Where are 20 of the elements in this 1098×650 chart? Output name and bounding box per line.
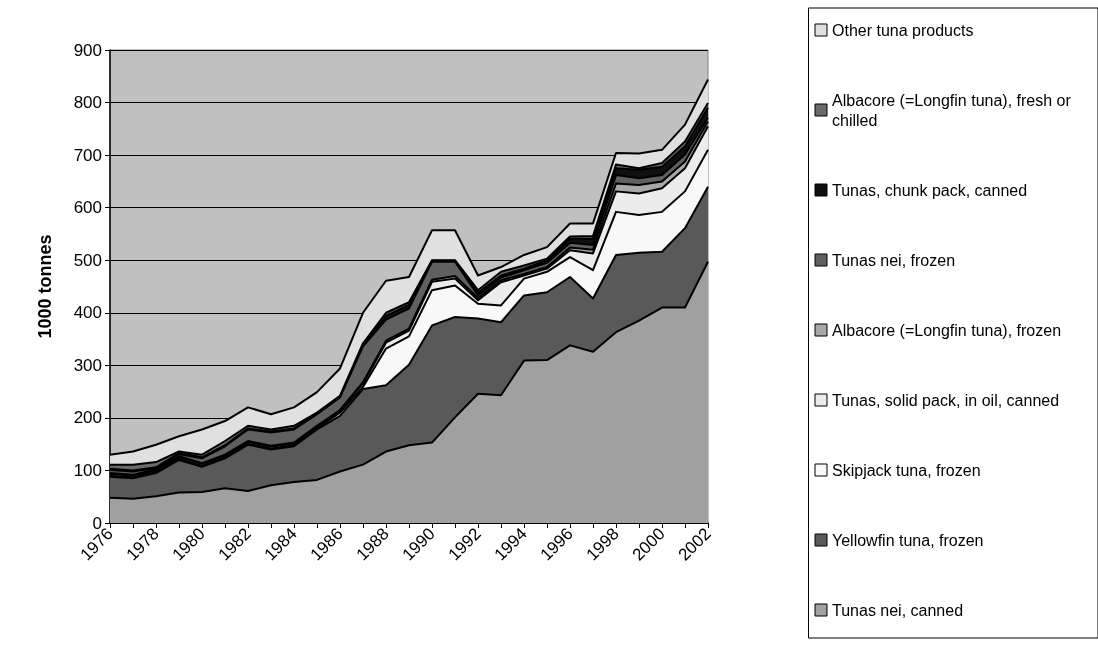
y-tick-label: 700 bbox=[73, 145, 102, 165]
y-tick-label: 300 bbox=[73, 355, 102, 375]
legend-label: Tunas, chunk pack, canned bbox=[832, 181, 1028, 199]
legend-label: Yellowfin tuna, frozen bbox=[832, 531, 984, 549]
legend-label: Albacore (=Longfin tuna), fresh or chilled bbox=[832, 91, 1076, 129]
legend-label: Other tuna products bbox=[832, 21, 974, 39]
legend-label: Albacore (=Longfin tuna), frozen bbox=[832, 321, 1062, 339]
y-tick-label: 100 bbox=[73, 460, 102, 480]
legend-label: Tunas, solid pack, in oil, canned bbox=[832, 391, 1060, 409]
legend-label: Skipjack tuna, frozen bbox=[832, 461, 981, 479]
y-tick-label: 600 bbox=[73, 198, 102, 218]
y-tick-label: 400 bbox=[73, 303, 102, 323]
y-tick-label: 200 bbox=[73, 408, 102, 428]
y-tick-label: 0 bbox=[92, 513, 102, 533]
y-axis-title: 1000 tonnes bbox=[35, 234, 55, 339]
y-tick-label: 900 bbox=[73, 40, 102, 60]
y-tick-label: 800 bbox=[73, 93, 102, 113]
y-tick-label: 500 bbox=[73, 250, 102, 270]
legend-label: Tunas nei, canned bbox=[832, 601, 964, 619]
legend-label: Tunas nei, frozen bbox=[832, 251, 956, 269]
